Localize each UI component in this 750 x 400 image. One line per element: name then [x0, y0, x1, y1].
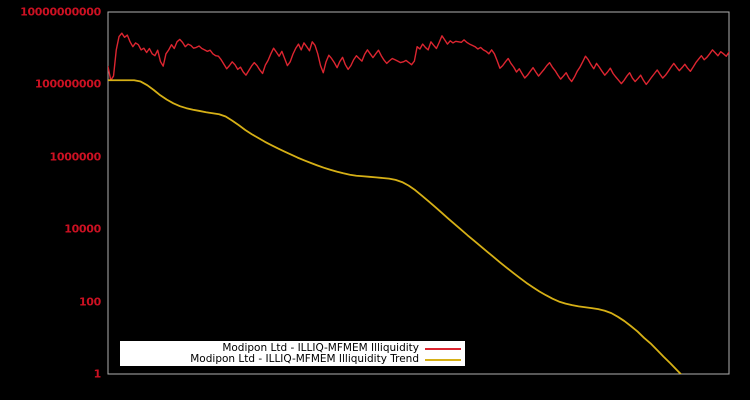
legend-swatch-illiquidity-trend: [425, 358, 461, 361]
y-tick-label: 10000000000: [20, 5, 101, 19]
series-line-illiquidity: [108, 32, 729, 86]
legend-swatch-illiquidity: [425, 347, 461, 350]
y-tick-label: 1000000: [49, 150, 102, 164]
series-line-illiquidity-trend: [108, 79, 682, 374]
y-tick-label: 100: [78, 295, 101, 309]
legend-item-illiquidity[interactable]: Modipon Ltd - ILLIQ-MFMEM Illiquidity: [124, 343, 461, 354]
legend-item-illiquidity-trend[interactable]: Modipon Ltd - ILLIQ-MFMEM Illiquidity Tr…: [124, 354, 461, 365]
legend-label-illiquidity-trend: Modipon Ltd - ILLIQ-MFMEM Illiquidity Tr…: [190, 353, 419, 365]
y-tick-label: 10000: [64, 222, 101, 236]
chart-legend[interactable]: Modipon Ltd - ILLIQ-MFMEM Illiquidity Mo…: [120, 341, 465, 366]
y-tick-label: 1: [93, 367, 102, 381]
legend-label-illiquidity: Modipon Ltd - ILLIQ-MFMEM Illiquidity: [222, 342, 419, 354]
y-tick-label: 100000000: [34, 77, 101, 91]
